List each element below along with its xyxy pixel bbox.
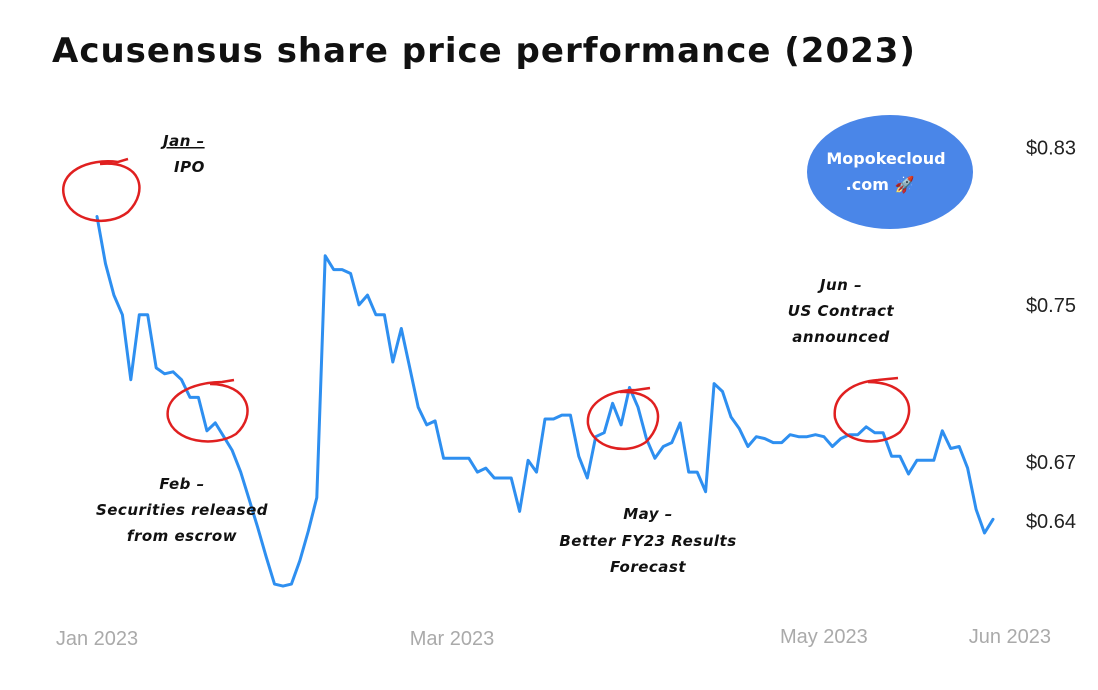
circle-feb xyxy=(166,378,249,443)
y-tick-label-0: $0.83 xyxy=(1026,138,1076,160)
series-line xyxy=(95,215,995,588)
annotation-jun: Jun – US Contract announced xyxy=(788,276,895,346)
y-tick-label-3: $0.64 xyxy=(1026,511,1076,533)
annotation-jan: Jan – IPO xyxy=(160,132,205,176)
annotation-feb: Feb – Securities released from escrow xyxy=(96,475,268,545)
brand-badge-name: Mopokecloud xyxy=(826,149,945,168)
annotation-jun-title: Jun – xyxy=(817,276,862,294)
y-tick-label-1: $0.75 xyxy=(1026,295,1076,317)
annotation-jan-title: Jan – xyxy=(160,132,205,150)
x-tick-label-3: Jun 2023 xyxy=(969,626,1051,648)
annotation-feb-title: Feb – xyxy=(159,475,204,493)
annotation-jun-line2: announced xyxy=(792,328,889,346)
annotation-jan-line1: IPO xyxy=(174,158,205,176)
annotation-jun-line1: US Contract xyxy=(788,302,895,320)
circle-jan xyxy=(62,157,141,223)
annotation-may-line2: Forecast xyxy=(610,558,686,576)
y-axis: $0.83 $0.75 $0.67 $0.64 xyxy=(1026,138,1076,534)
brand-badge: Mopokecloud .com 🚀 xyxy=(807,115,973,229)
circle-jun xyxy=(833,376,911,443)
brand-badge-background xyxy=(807,115,973,229)
annotation-circles xyxy=(62,157,911,451)
annotation-feb-line2: from escrow xyxy=(127,527,237,545)
annotation-may-title: May – xyxy=(623,505,673,523)
x-tick-label-0: Jan 2023 xyxy=(56,628,138,650)
brand-badge-domain: .com 🚀 xyxy=(846,175,915,194)
x-tick-label-2: May 2023 xyxy=(780,626,868,648)
y-tick-label-2: $0.67 xyxy=(1026,452,1076,474)
circle-may xyxy=(586,386,660,451)
annotation-feb-line1: Securities released xyxy=(96,501,268,519)
chart-title: Acusensus share price performance (2023) xyxy=(52,31,916,71)
x-tick-label-1: Mar 2023 xyxy=(410,628,495,650)
annotation-may: May – Better FY23 Results Forecast xyxy=(559,505,736,576)
x-axis: Jan 2023 Mar 2023 May 2023 Jun 2023 xyxy=(56,626,1051,650)
annotation-may-line1: Better FY23 Results xyxy=(559,532,736,550)
